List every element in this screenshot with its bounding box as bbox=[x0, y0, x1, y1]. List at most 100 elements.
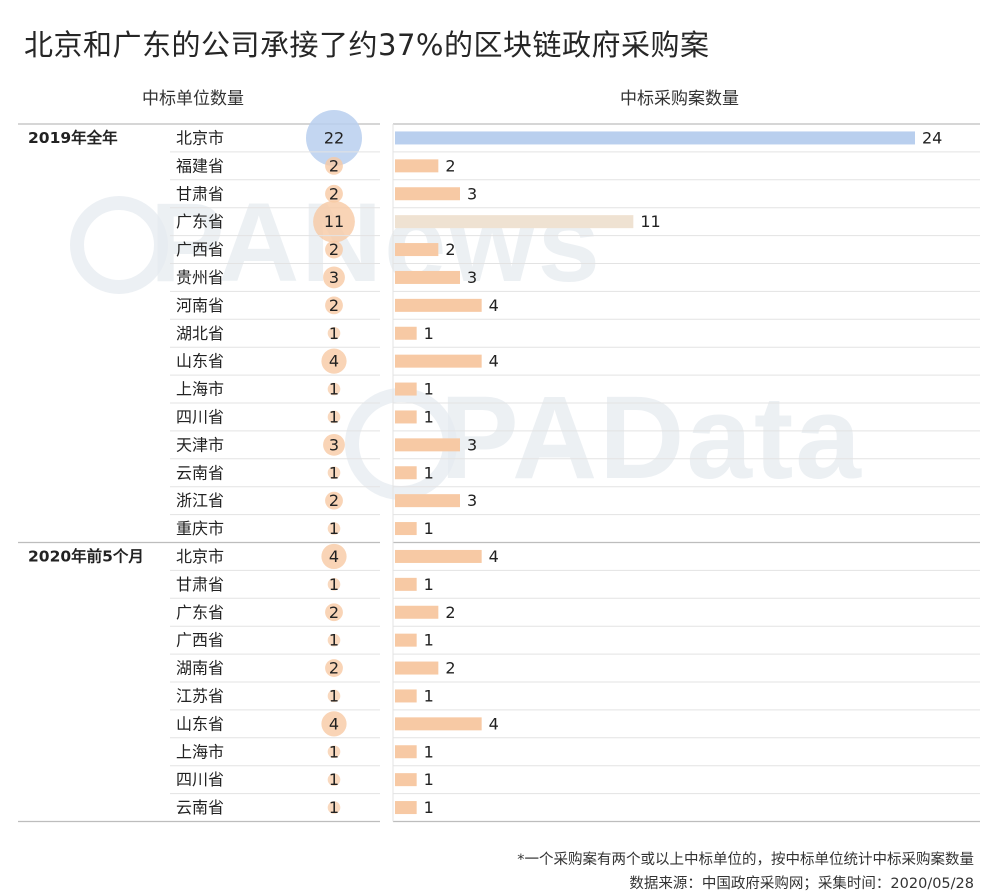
case-bar bbox=[395, 466, 417, 480]
case-bar bbox=[395, 605, 439, 619]
watermark-panews: PANews bbox=[150, 180, 602, 305]
units-value-label: 1 bbox=[329, 324, 339, 343]
units-circle bbox=[327, 410, 341, 424]
page-title: 北京和广东的公司承接了约37%的区块链政府采购案 bbox=[24, 28, 710, 62]
case-bar bbox=[395, 633, 417, 647]
province-label: 湖北省 bbox=[176, 324, 224, 343]
units-circle bbox=[323, 433, 345, 456]
province-label: 广东省 bbox=[176, 212, 224, 231]
watermark-padata: PAData bbox=[440, 372, 863, 504]
case-value-label: 4 bbox=[489, 714, 499, 733]
case-bar bbox=[395, 661, 439, 675]
units-value-label: 1 bbox=[329, 463, 339, 482]
province-label: 重庆市 bbox=[176, 519, 224, 538]
units-circle bbox=[327, 578, 341, 591]
case-value-label: 1 bbox=[424, 686, 434, 705]
case-value-label: 1 bbox=[424, 742, 434, 761]
case-bar bbox=[395, 689, 417, 703]
units-circle bbox=[327, 326, 341, 340]
case-bar bbox=[395, 243, 439, 257]
province-label: 河南省 bbox=[176, 296, 224, 315]
province-label: 贵州省 bbox=[176, 268, 224, 287]
case-value-label: 2 bbox=[445, 603, 455, 622]
units-circle bbox=[321, 348, 347, 374]
units-value-label: 22 bbox=[324, 128, 344, 147]
units-value-label: 2 bbox=[329, 491, 339, 510]
province-label: 江苏省 bbox=[176, 686, 224, 705]
units-value-label: 4 bbox=[329, 547, 339, 566]
units-circle bbox=[327, 745, 341, 759]
units-value-label: 4 bbox=[329, 714, 339, 733]
units-value-label: 1 bbox=[329, 407, 339, 426]
left-column-header: 中标单位数量 bbox=[142, 89, 244, 109]
case-value-label: 1 bbox=[424, 575, 434, 594]
units-value-label: 3 bbox=[329, 435, 339, 454]
province-label: 甘肃省 bbox=[176, 575, 224, 594]
units-value-label: 1 bbox=[329, 770, 339, 789]
units-circle bbox=[325, 240, 343, 259]
case-bar bbox=[395, 270, 460, 284]
case-bar bbox=[395, 187, 460, 201]
province-label: 天津市 bbox=[176, 435, 224, 454]
units-value-label: 1 bbox=[329, 686, 339, 705]
case-bar bbox=[395, 354, 482, 368]
case-bar bbox=[395, 717, 482, 731]
case-bar bbox=[395, 522, 417, 536]
units-value-label: 4 bbox=[329, 352, 339, 371]
case-value-label: 1 bbox=[424, 631, 434, 650]
province-label: 云南省 bbox=[176, 798, 224, 817]
case-value-label: 1 bbox=[424, 407, 434, 426]
units-circle bbox=[327, 689, 341, 703]
province-label: 四川省 bbox=[176, 770, 224, 789]
case-value-label: 4 bbox=[489, 352, 499, 371]
province-label: 广东省 bbox=[176, 603, 224, 622]
case-bar bbox=[395, 131, 915, 145]
units-circle bbox=[325, 156, 343, 175]
province-label: 云南省 bbox=[176, 463, 224, 482]
units-circle bbox=[325, 659, 343, 677]
case-bar bbox=[395, 326, 417, 340]
case-value-label: 4 bbox=[489, 296, 499, 315]
case-value-label: 1 bbox=[424, 463, 434, 482]
units-value-label: 1 bbox=[329, 519, 339, 538]
case-bar bbox=[395, 549, 482, 563]
case-bar bbox=[395, 382, 417, 396]
case-value-label: 3 bbox=[467, 491, 477, 510]
units-circle bbox=[327, 773, 341, 786]
province-label: 上海市 bbox=[176, 742, 224, 761]
case-bar bbox=[395, 801, 417, 815]
units-value-label: 1 bbox=[329, 631, 339, 650]
units-circle bbox=[327, 633, 341, 647]
province-label: 北京市 bbox=[176, 547, 224, 566]
province-label: 广西省 bbox=[176, 240, 224, 259]
group-label: 2020年前5个月 bbox=[28, 546, 144, 565]
units-value-label: 1 bbox=[329, 798, 339, 817]
case-value-label: 3 bbox=[467, 268, 477, 287]
province-label: 北京市 bbox=[176, 128, 224, 147]
units-circle bbox=[313, 200, 355, 243]
province-label: 山东省 bbox=[176, 352, 224, 371]
case-bar bbox=[395, 494, 460, 508]
units-circle bbox=[325, 296, 343, 315]
case-bar bbox=[395, 215, 634, 229]
province-label: 广西省 bbox=[176, 631, 224, 650]
case-value-label: 3 bbox=[467, 184, 477, 203]
units-value-label: 2 bbox=[329, 659, 339, 678]
units-circle bbox=[327, 466, 341, 480]
case-value-label: 2 bbox=[445, 659, 455, 678]
province-label: 湖南省 bbox=[176, 659, 224, 678]
case-value-label: 1 bbox=[424, 798, 434, 817]
case-bar bbox=[395, 773, 417, 787]
case-value-label: 1 bbox=[424, 324, 434, 343]
case-bar bbox=[395, 298, 482, 312]
province-label: 山东省 bbox=[176, 714, 224, 733]
province-label: 四川省 bbox=[176, 407, 224, 426]
case-value-label: 1 bbox=[424, 519, 434, 538]
units-circle bbox=[327, 382, 341, 396]
right-column-header: 中标采购案数量 bbox=[620, 89, 739, 109]
case-value-label: 24 bbox=[922, 128, 942, 147]
province-label: 福建省 bbox=[176, 156, 224, 175]
units-value-label: 1 bbox=[329, 380, 339, 399]
case-value-label: 1 bbox=[424, 770, 434, 789]
